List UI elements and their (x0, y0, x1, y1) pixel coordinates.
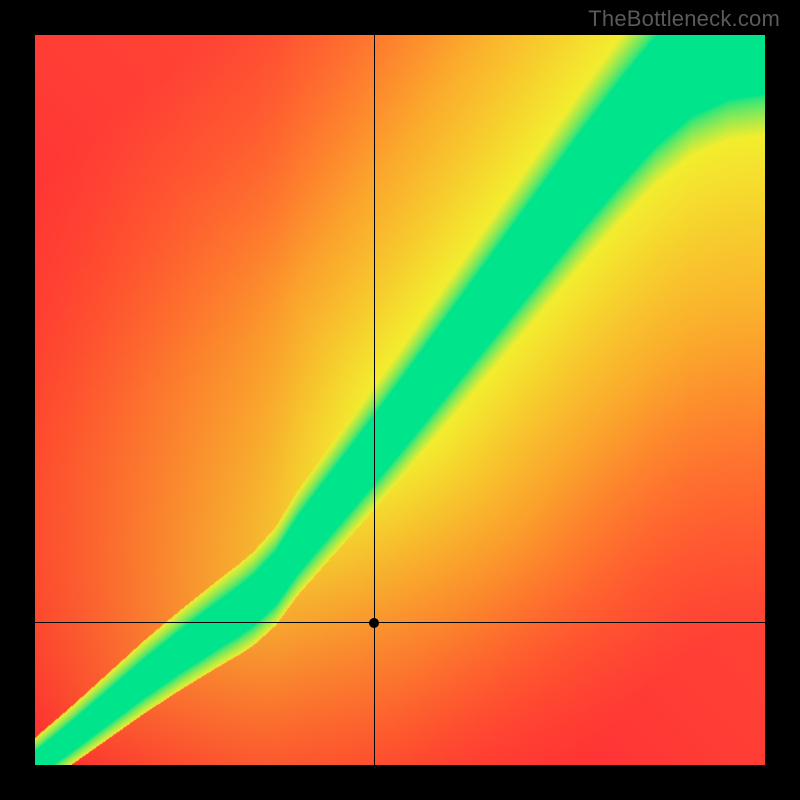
heatmap-canvas (35, 35, 765, 765)
watermark-text: TheBottleneck.com (588, 6, 780, 32)
chart-container: TheBottleneck.com (0, 0, 800, 800)
marker-dot (369, 618, 379, 628)
crosshair-vertical (374, 35, 375, 765)
plot-area (35, 35, 765, 765)
crosshair-horizontal (35, 622, 765, 623)
